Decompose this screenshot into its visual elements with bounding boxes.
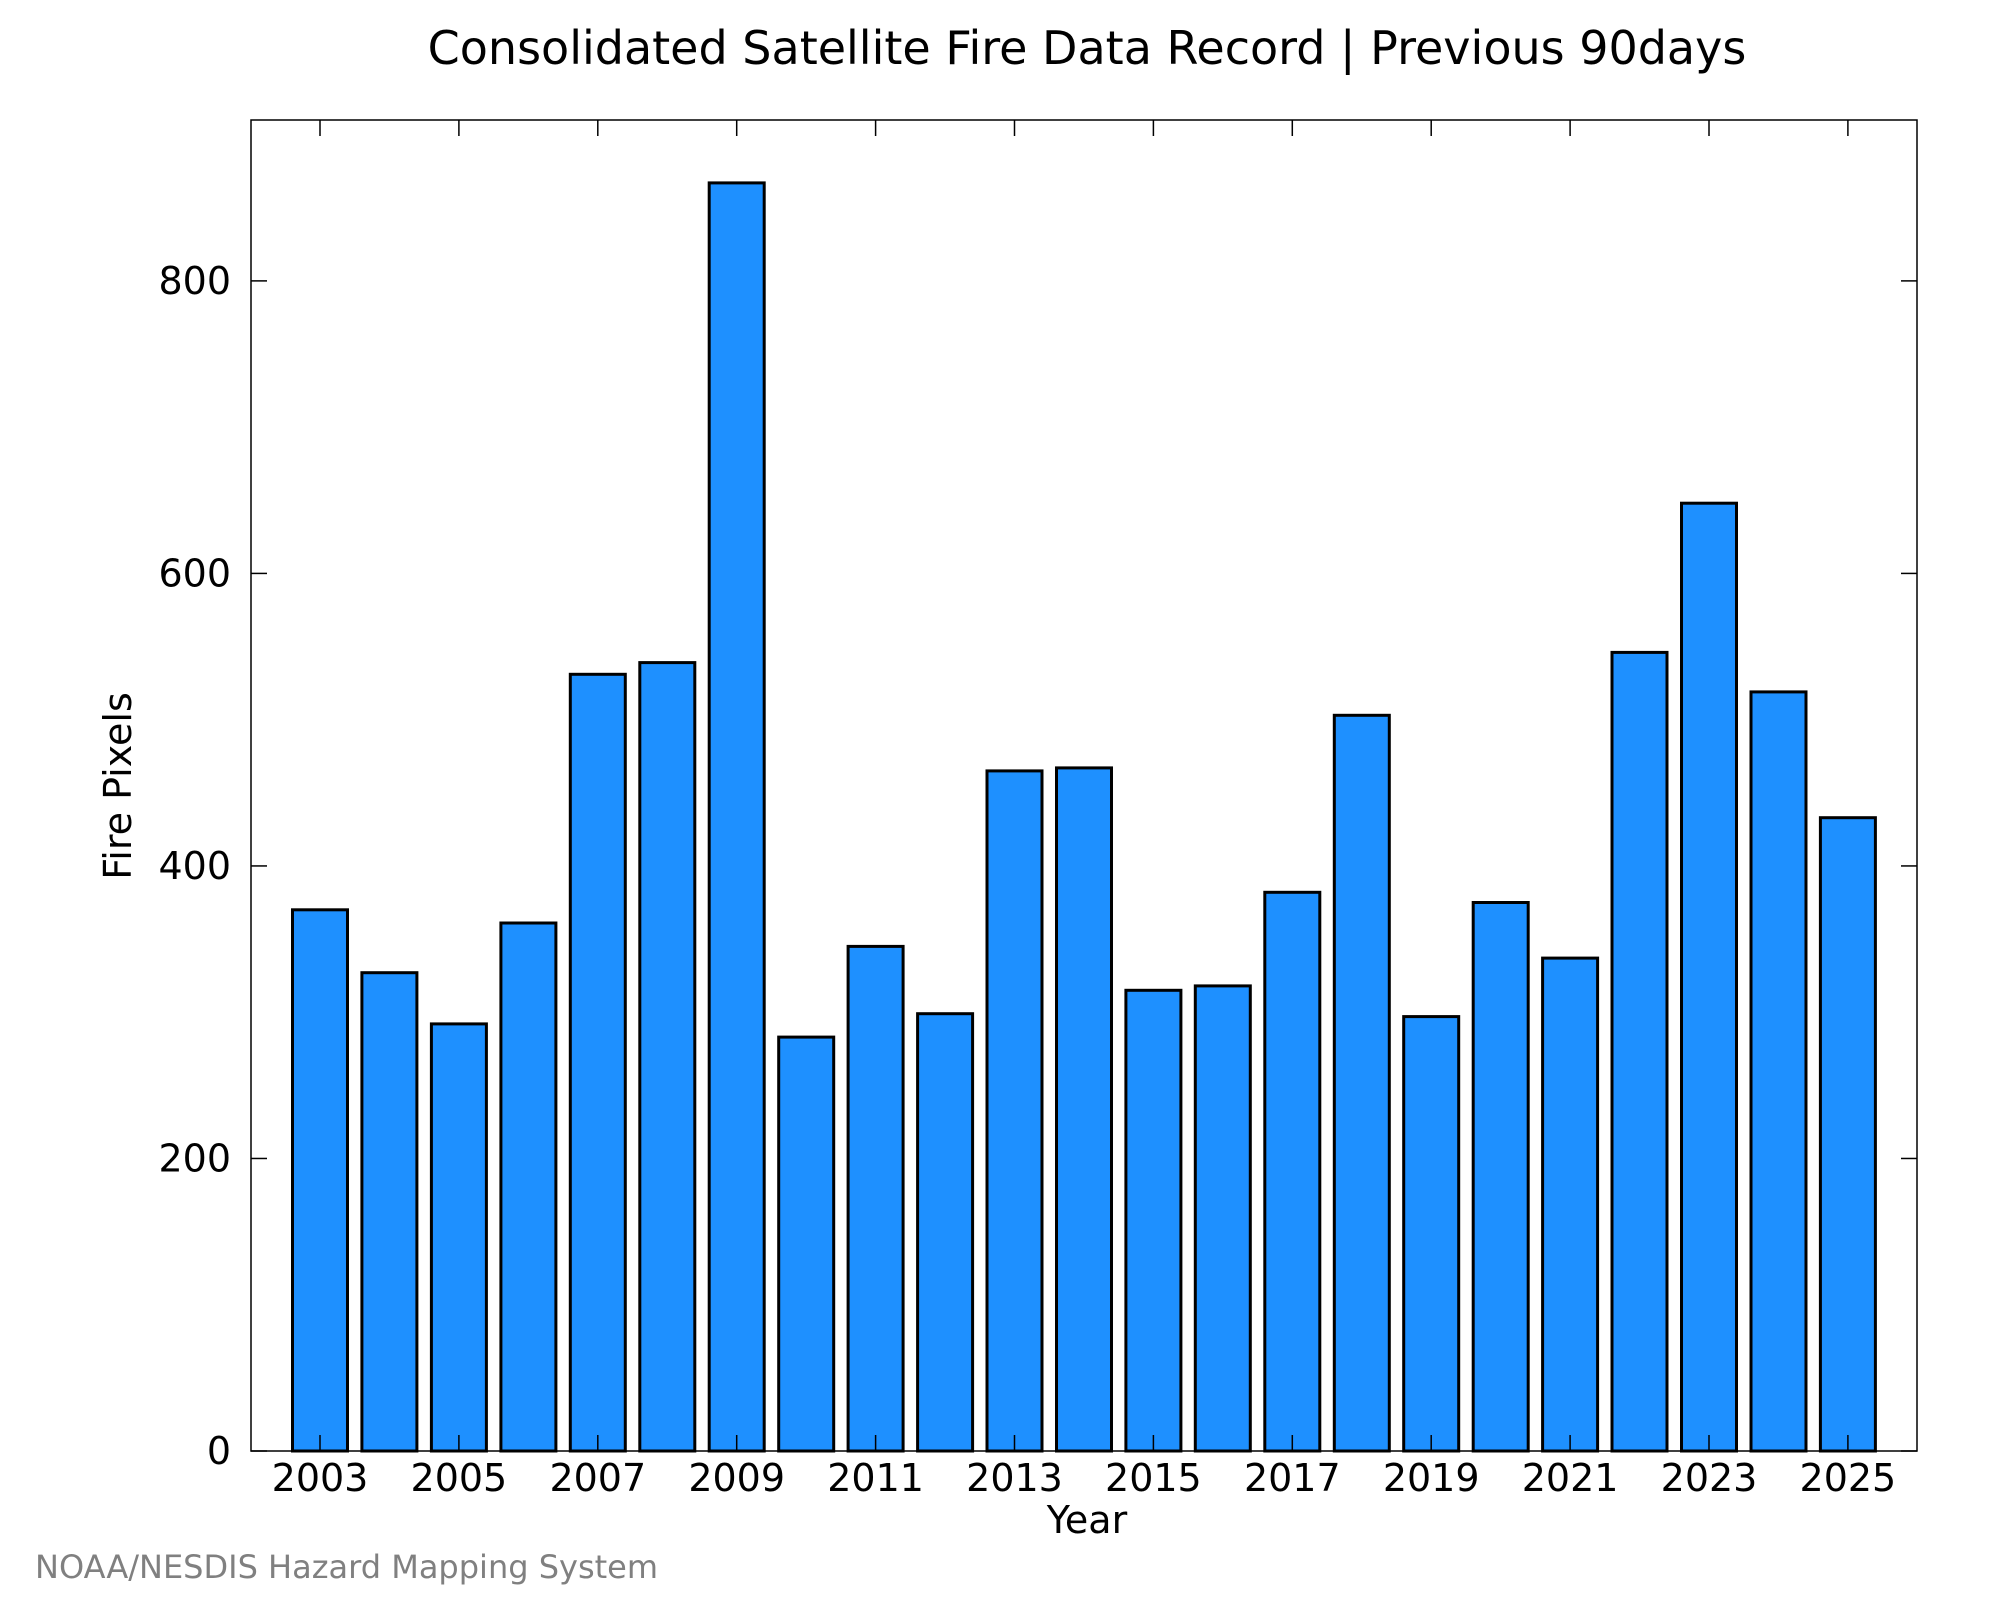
bar-2003 [291,908,349,1453]
x-tick-label: 2017 [1244,1456,1341,1500]
bar-2016 [1193,984,1252,1453]
x-tick-label: 2015 [1105,1456,1202,1500]
y-tick-label: 0 [207,1429,231,1473]
y-tick-label: 800 [158,259,231,303]
x-tick-label: 2007 [549,1456,646,1500]
y-tick-label: 600 [158,551,231,595]
y-axis-label: Fire Pixels [96,692,140,880]
bar-2020 [1471,901,1530,1453]
bar-2012 [916,1012,975,1453]
bar-2023 [1680,501,1738,1453]
bar-2017 [1263,890,1322,1453]
bar-2018 [1332,713,1391,1453]
bar-2007 [568,672,627,1453]
x-tick-label: 2009 [688,1456,785,1500]
x-tick-label: 2005 [411,1456,508,1500]
bar-2019 [1402,1015,1461,1453]
x-tick-label: 2023 [1661,1456,1758,1500]
x-tick-label: 2021 [1522,1456,1619,1500]
bar-2013 [985,769,1044,1453]
x-tick-label: 2011 [827,1456,924,1500]
bar-2015 [1124,988,1183,1453]
y-tick-label: 200 [158,1136,231,1180]
bar-2004 [360,971,419,1453]
bar-2008 [638,661,697,1453]
x-tick-label: 2013 [966,1456,1063,1500]
bar-2025 [1818,816,1877,1453]
bar-2022 [1610,650,1669,1453]
x-axis-ticks: 2003 2005 2007 2009 2011 2013 2015 2017 2019 2021… [272,120,1897,1500]
x-tick-label: 2003 [272,1456,369,1500]
bar-2024 [1749,690,1808,1453]
x-axis-label: Year [1046,1498,1128,1542]
bars-group [291,181,1877,1453]
bar-2010 [777,1035,836,1453]
y-tick-label: 400 [158,844,231,888]
bar-2011 [846,944,905,1453]
bar-2014 [1055,766,1113,1453]
bar-2021 [1541,956,1600,1453]
y-axis-ticks: 0 200 400 600 800 [158,259,1917,1473]
chart-title: Consolidated Satellite Fire Data Record … [428,21,1747,76]
bar-2005 [429,1022,488,1453]
bar-2009 [707,181,766,1453]
credit-text: NOAA/NESDIS Hazard Mapping System [35,1548,658,1586]
bar-2006 [499,921,558,1453]
x-tick-label: 2025 [1800,1456,1897,1500]
x-tick-label: 2019 [1383,1456,1480,1500]
